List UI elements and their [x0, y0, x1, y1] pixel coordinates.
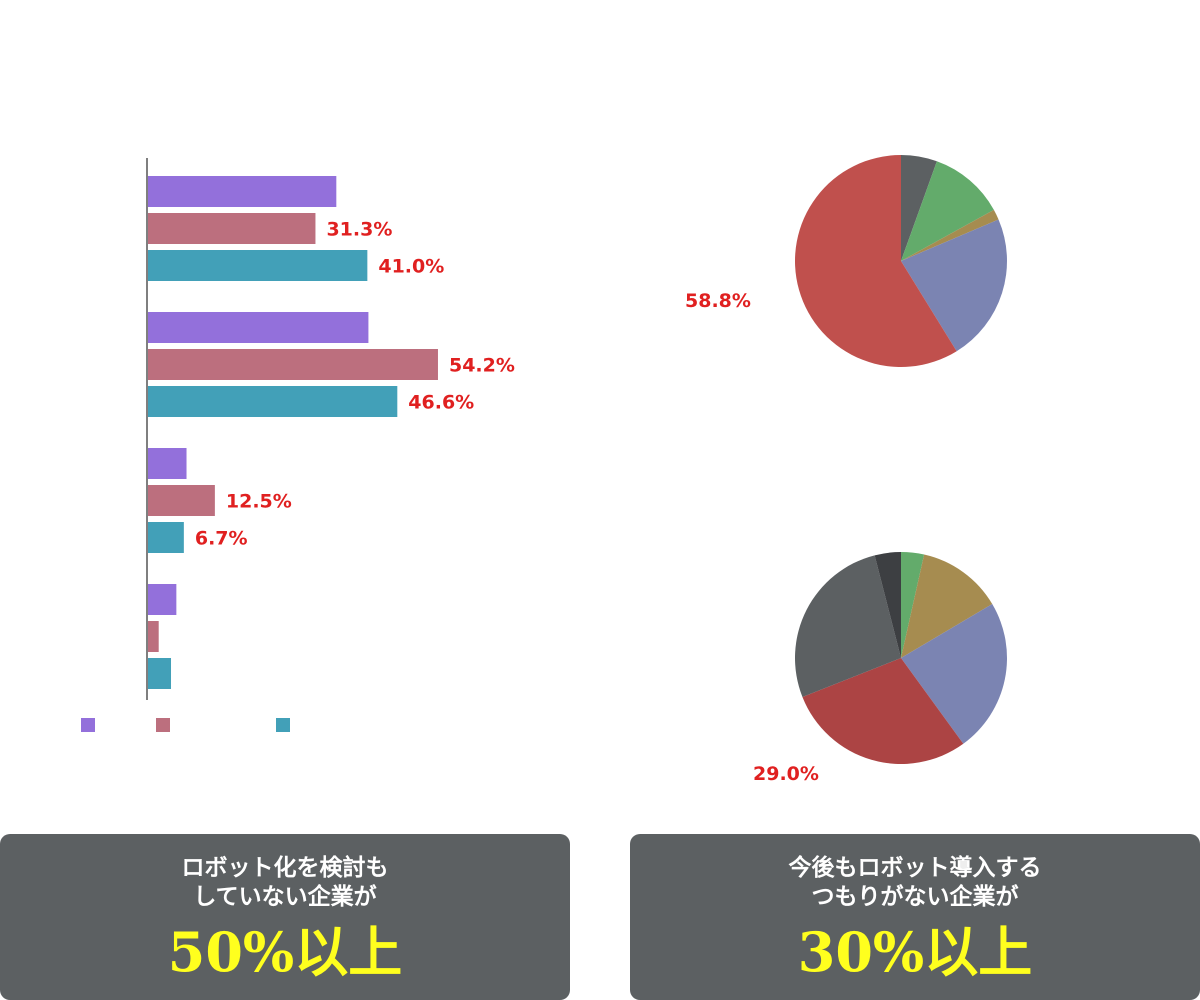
- callout-right-highlight: 30%以上: [797, 920, 1033, 984]
- legend-swatch-0: [81, 718, 95, 732]
- pie-bottom-slice-1: [901, 554, 993, 658]
- bar-label-1-2: 46.6%: [408, 392, 474, 414]
- pie-chart-top: 58.8%: [685, 155, 1007, 367]
- bar-3-1: [148, 621, 159, 652]
- callout-right-line2: つもりがない企業が: [811, 884, 1019, 910]
- bar-0-0: [148, 176, 337, 207]
- bar-label-0-1: 31.3%: [326, 219, 392, 241]
- bar-1-0: [148, 312, 369, 343]
- pie-bottom-slice-3: [802, 658, 964, 764]
- pie-bottom-label-0: 29.0%: [753, 763, 819, 785]
- bar-2-2: [148, 522, 184, 553]
- callout-right-line1: 今後もロボット導入する: [788, 855, 1042, 881]
- pie-top-slice-2: [901, 209, 999, 261]
- pie-top-slice-3: [901, 219, 1007, 352]
- pie-top-slice-4: [795, 155, 957, 367]
- bar-label-2-2: 6.7%: [195, 528, 248, 550]
- pie-bottom-slice-5: [874, 552, 901, 658]
- bar-chart: 31.3% 41.0% 54.2% 46.6% 12.5% 6.7%: [81, 158, 515, 732]
- bar-1-2: [148, 386, 398, 417]
- bar-3-2: [148, 658, 172, 689]
- callout-left-line1: ロボット化を検討も: [181, 855, 389, 881]
- callout-right: 今後もロボット導入する つもりがない企業が 30%以上: [630, 834, 1200, 1000]
- bar-2-0: [148, 448, 187, 479]
- callout-left-highlight: 50%以上: [167, 920, 403, 984]
- pie-bottom-slice-4: [795, 555, 901, 698]
- bar-3-0: [148, 584, 177, 615]
- bar-1-1: [148, 349, 438, 380]
- callout-left-line2: していない企業が: [193, 884, 377, 910]
- pie-top-slice-1: [901, 161, 994, 261]
- pie-bottom-slice-2: [901, 604, 1007, 744]
- bar-label-0-2: 41.0%: [378, 256, 444, 278]
- pie-bottom-slice-0: [901, 552, 925, 658]
- callout-left: ロボット化を検討も していない企業が 50%以上: [0, 834, 570, 1000]
- legend-swatch-2: [276, 718, 290, 732]
- bar-2-1: [148, 485, 215, 516]
- bar-label-1-1: 54.2%: [449, 355, 515, 377]
- legend-swatch-1: [156, 718, 170, 732]
- bar-label-2-1: 12.5%: [226, 491, 292, 513]
- pie-top-label-0: 58.8%: [685, 290, 751, 312]
- legend: [81, 718, 290, 732]
- pie-top-slice-0: [901, 155, 937, 261]
- bar-0-1: [148, 213, 316, 244]
- pie-chart-bottom: 29.0%: [753, 552, 1007, 785]
- bar-0-2: [148, 250, 368, 281]
- bar-group: 31.3% 41.0% 54.2% 46.6% 12.5% 6.7%: [148, 176, 515, 689]
